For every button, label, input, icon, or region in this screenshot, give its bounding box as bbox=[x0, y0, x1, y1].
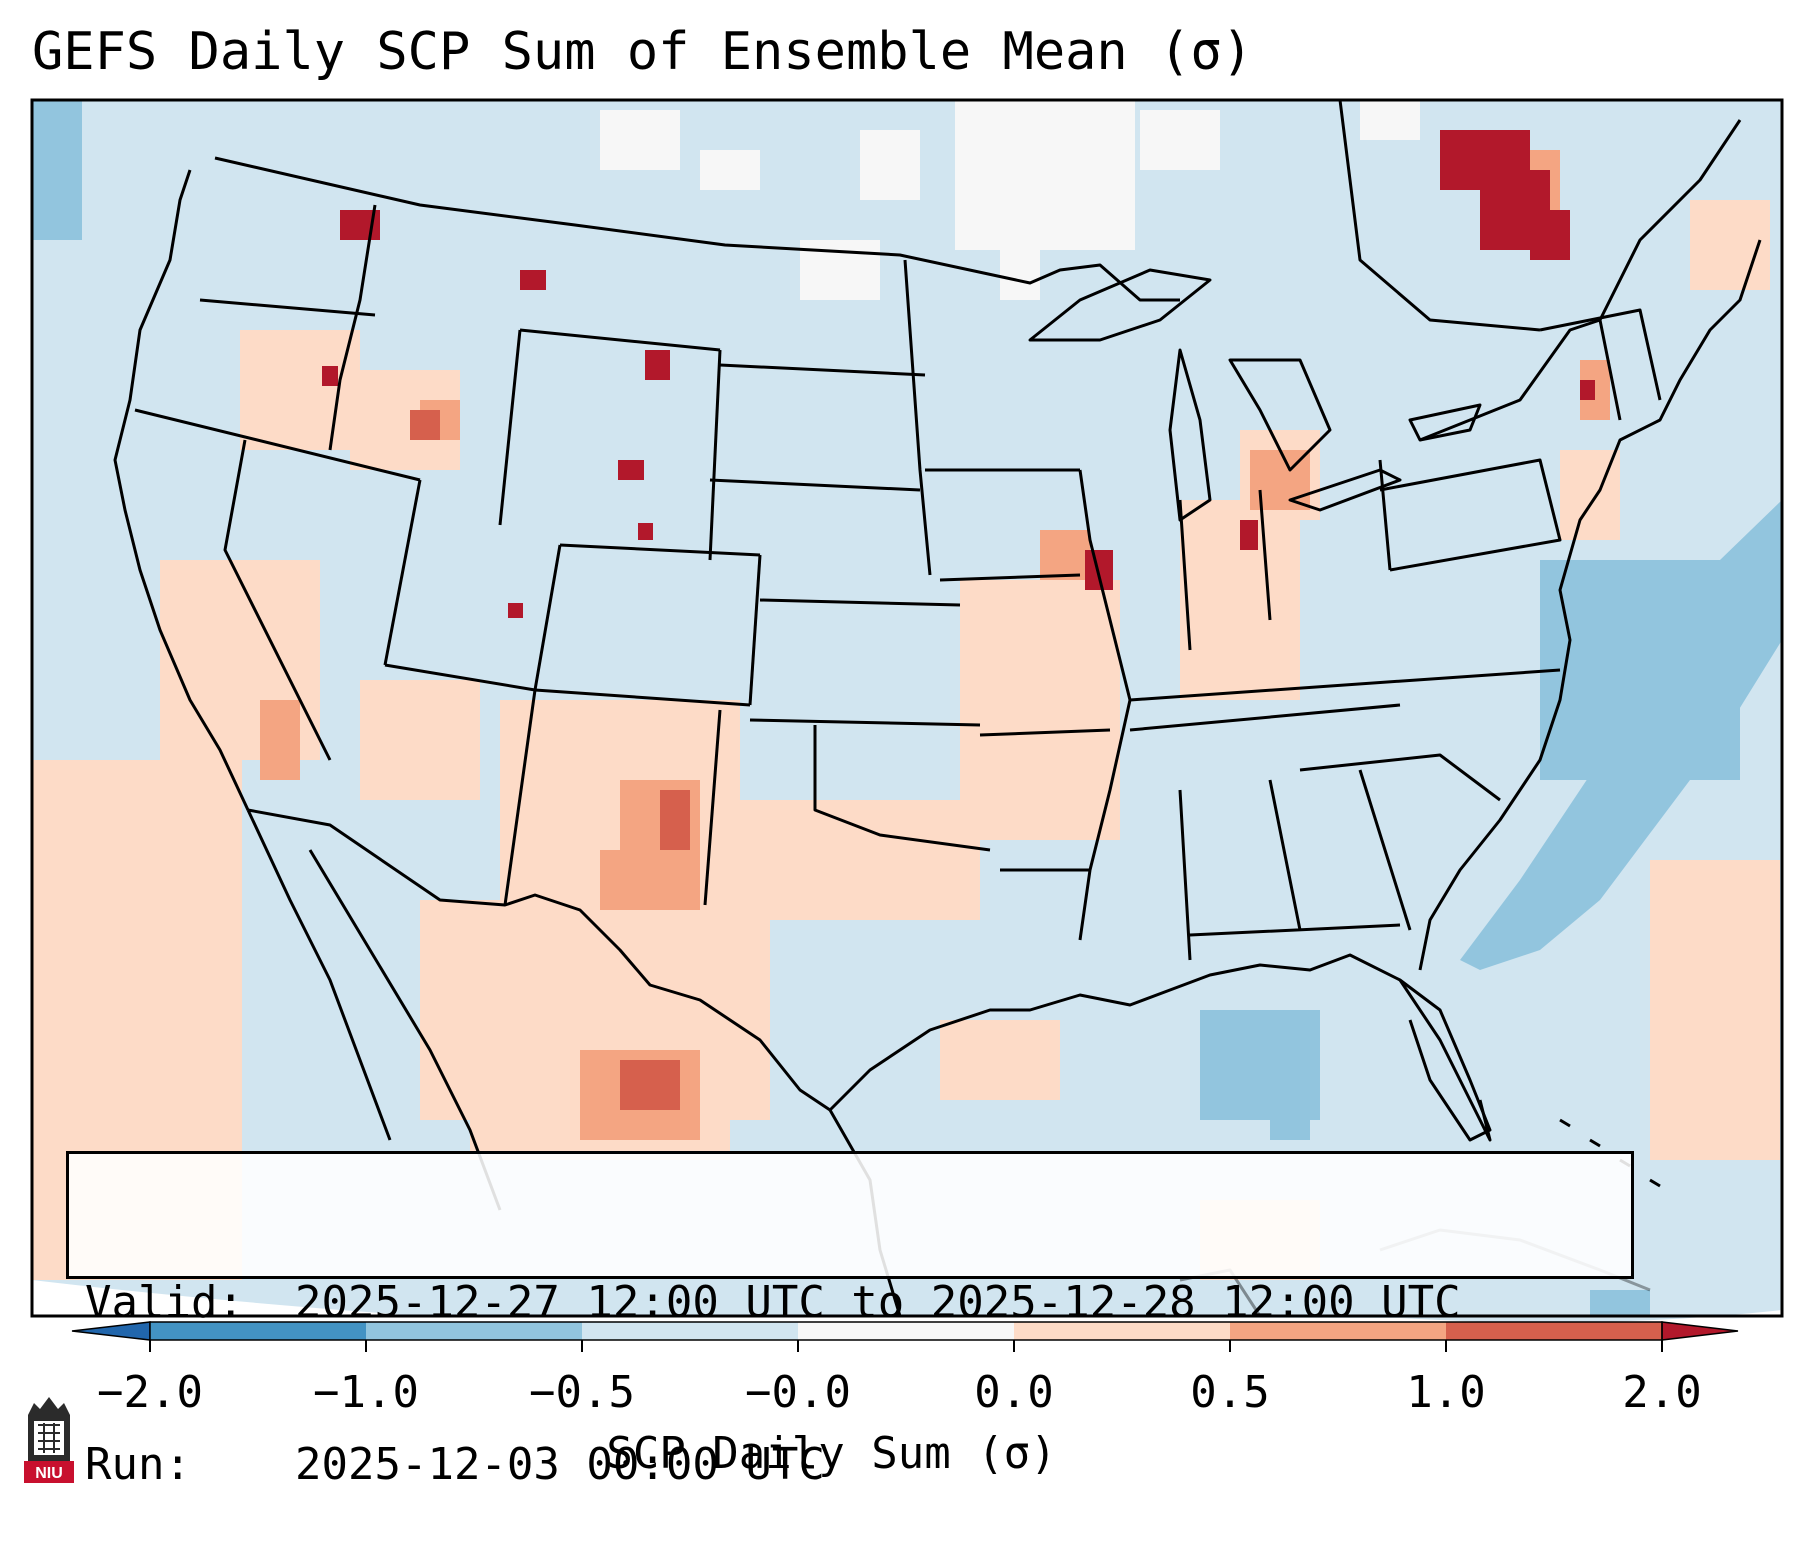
utah-south-border bbox=[384, 663, 536, 692]
wyoming-east-border bbox=[708, 349, 722, 561]
mexico-border bbox=[247, 808, 831, 1112]
dakotas-border bbox=[719, 363, 926, 377]
colorbar-segment bbox=[798, 1322, 1014, 1340]
colorado-west-border bbox=[533, 544, 562, 691]
kentucky-tennessee-border bbox=[1129, 703, 1401, 732]
baja-california bbox=[246, 809, 392, 1141]
colorbar-tick-label: −0.5 bbox=[529, 1367, 635, 1418]
niu-logo: NIU bbox=[24, 1397, 74, 1483]
colorbar-tick-label: 0.5 bbox=[1190, 1367, 1270, 1418]
colorbar bbox=[71, 1321, 1739, 1352]
colorbar-segment bbox=[366, 1322, 582, 1340]
oklahoma-texas-border bbox=[813, 725, 991, 852]
valid-line: Valid: 2025-12-27 12:00 UTC to 2025-12-28… bbox=[85, 1276, 1631, 1330]
oregon-south-border bbox=[134, 408, 421, 482]
state-boundaries bbox=[113, 99, 1762, 1317]
pacific-coastline bbox=[113, 169, 250, 811]
colorbar-frame bbox=[149, 1321, 1663, 1341]
canada-border-east bbox=[1338, 99, 1541, 332]
valid-value: 2025-12-27 12:00 UTC to 2025-12-28 12:00… bbox=[295, 1277, 1461, 1328]
gulf-coastline bbox=[828, 953, 1492, 1142]
run-label: Run: bbox=[85, 1439, 191, 1490]
colorbar-segment bbox=[1230, 1322, 1446, 1340]
nebraska-kansas-border bbox=[759, 598, 961, 607]
negative-cells bbox=[32, 100, 1782, 1315]
utah-west-border bbox=[383, 479, 422, 666]
lake-erie bbox=[1288, 468, 1402, 512]
ohio-borders bbox=[1178, 459, 1392, 651]
colorbar-segment bbox=[150, 1322, 366, 1340]
colorbar-tick-label: −1.0 bbox=[313, 1367, 419, 1418]
map-title: GEFS Daily SCP Sum of Ensemble Mean (σ) bbox=[32, 22, 1253, 82]
colorado-east-border bbox=[748, 554, 762, 706]
tennessee-border bbox=[1129, 668, 1561, 702]
dakota-minnesota-border bbox=[903, 259, 932, 576]
colorbar-tick-label: −0.0 bbox=[745, 1367, 851, 1418]
atlantic-coastline bbox=[1418, 239, 1762, 971]
colorado-south-border bbox=[534, 688, 751, 707]
colorado-north-border bbox=[559, 543, 761, 557]
nevada-west-border bbox=[223, 439, 332, 761]
new-york-border bbox=[1419, 318, 1622, 442]
colorbar-tick-label: 1.0 bbox=[1406, 1367, 1486, 1418]
iowa-south-border bbox=[939, 573, 1081, 582]
colorbar-tick-label: 2.0 bbox=[1622, 1367, 1702, 1418]
colorbar-label: SCP Daily Sum (σ) bbox=[606, 1428, 1057, 1479]
new-england-border bbox=[1539, 308, 1662, 401]
montana-wyoming-border bbox=[519, 328, 721, 352]
saint-lawrence bbox=[1598, 119, 1742, 321]
bahamas bbox=[1559, 1118, 1661, 1188]
colorbar-segment bbox=[582, 1322, 798, 1340]
projection-edge-white bbox=[32, 1280, 420, 1316]
kansas-oklahoma-border bbox=[749, 718, 981, 727]
alabama-borders bbox=[1178, 779, 1401, 961]
arizona-new-mexico-border bbox=[503, 689, 537, 906]
south-dakota-nebraska-border bbox=[709, 478, 921, 492]
lake-huron bbox=[1228, 358, 1332, 472]
lake-michigan bbox=[1168, 348, 1212, 522]
niu-logo-text: NIU bbox=[35, 1465, 63, 1482]
colorbar-over-arrow bbox=[1661, 1321, 1739, 1341]
lake-ontario bbox=[1408, 403, 1482, 442]
carolinas-border bbox=[1299, 753, 1501, 802]
new-mexico-east-border bbox=[703, 709, 722, 906]
colorbar-segment bbox=[1014, 1322, 1230, 1340]
lake-superior bbox=[1028, 268, 1212, 342]
info-box: Valid: 2025-12-27 12:00 UTC to 2025-12-28… bbox=[66, 1151, 1634, 1490]
valid-label: Valid: bbox=[85, 1277, 244, 1328]
colorbar-tick-label: 0.0 bbox=[974, 1367, 1054, 1418]
idaho-montana-border bbox=[328, 204, 377, 451]
washington-south-border bbox=[199, 298, 376, 317]
colorbar-segment bbox=[1446, 1322, 1662, 1340]
georgia-border bbox=[1358, 769, 1412, 931]
run-line: Run: 2025-12-03 00:00 UTC bbox=[85, 1438, 1631, 1492]
wyoming-idaho-border bbox=[498, 329, 522, 526]
run-value: 2025-12-03 00:00 UTC bbox=[295, 1439, 825, 1490]
florida bbox=[1399, 978, 1492, 1142]
colorbar-tick-label: −2.0 bbox=[97, 1367, 203, 1418]
missouri-arkansas-border bbox=[979, 728, 1111, 737]
pennsylvania-border bbox=[1379, 458, 1562, 572]
map-frame bbox=[30, 98, 1784, 1318]
high-positive-cells bbox=[410, 410, 1110, 1110]
